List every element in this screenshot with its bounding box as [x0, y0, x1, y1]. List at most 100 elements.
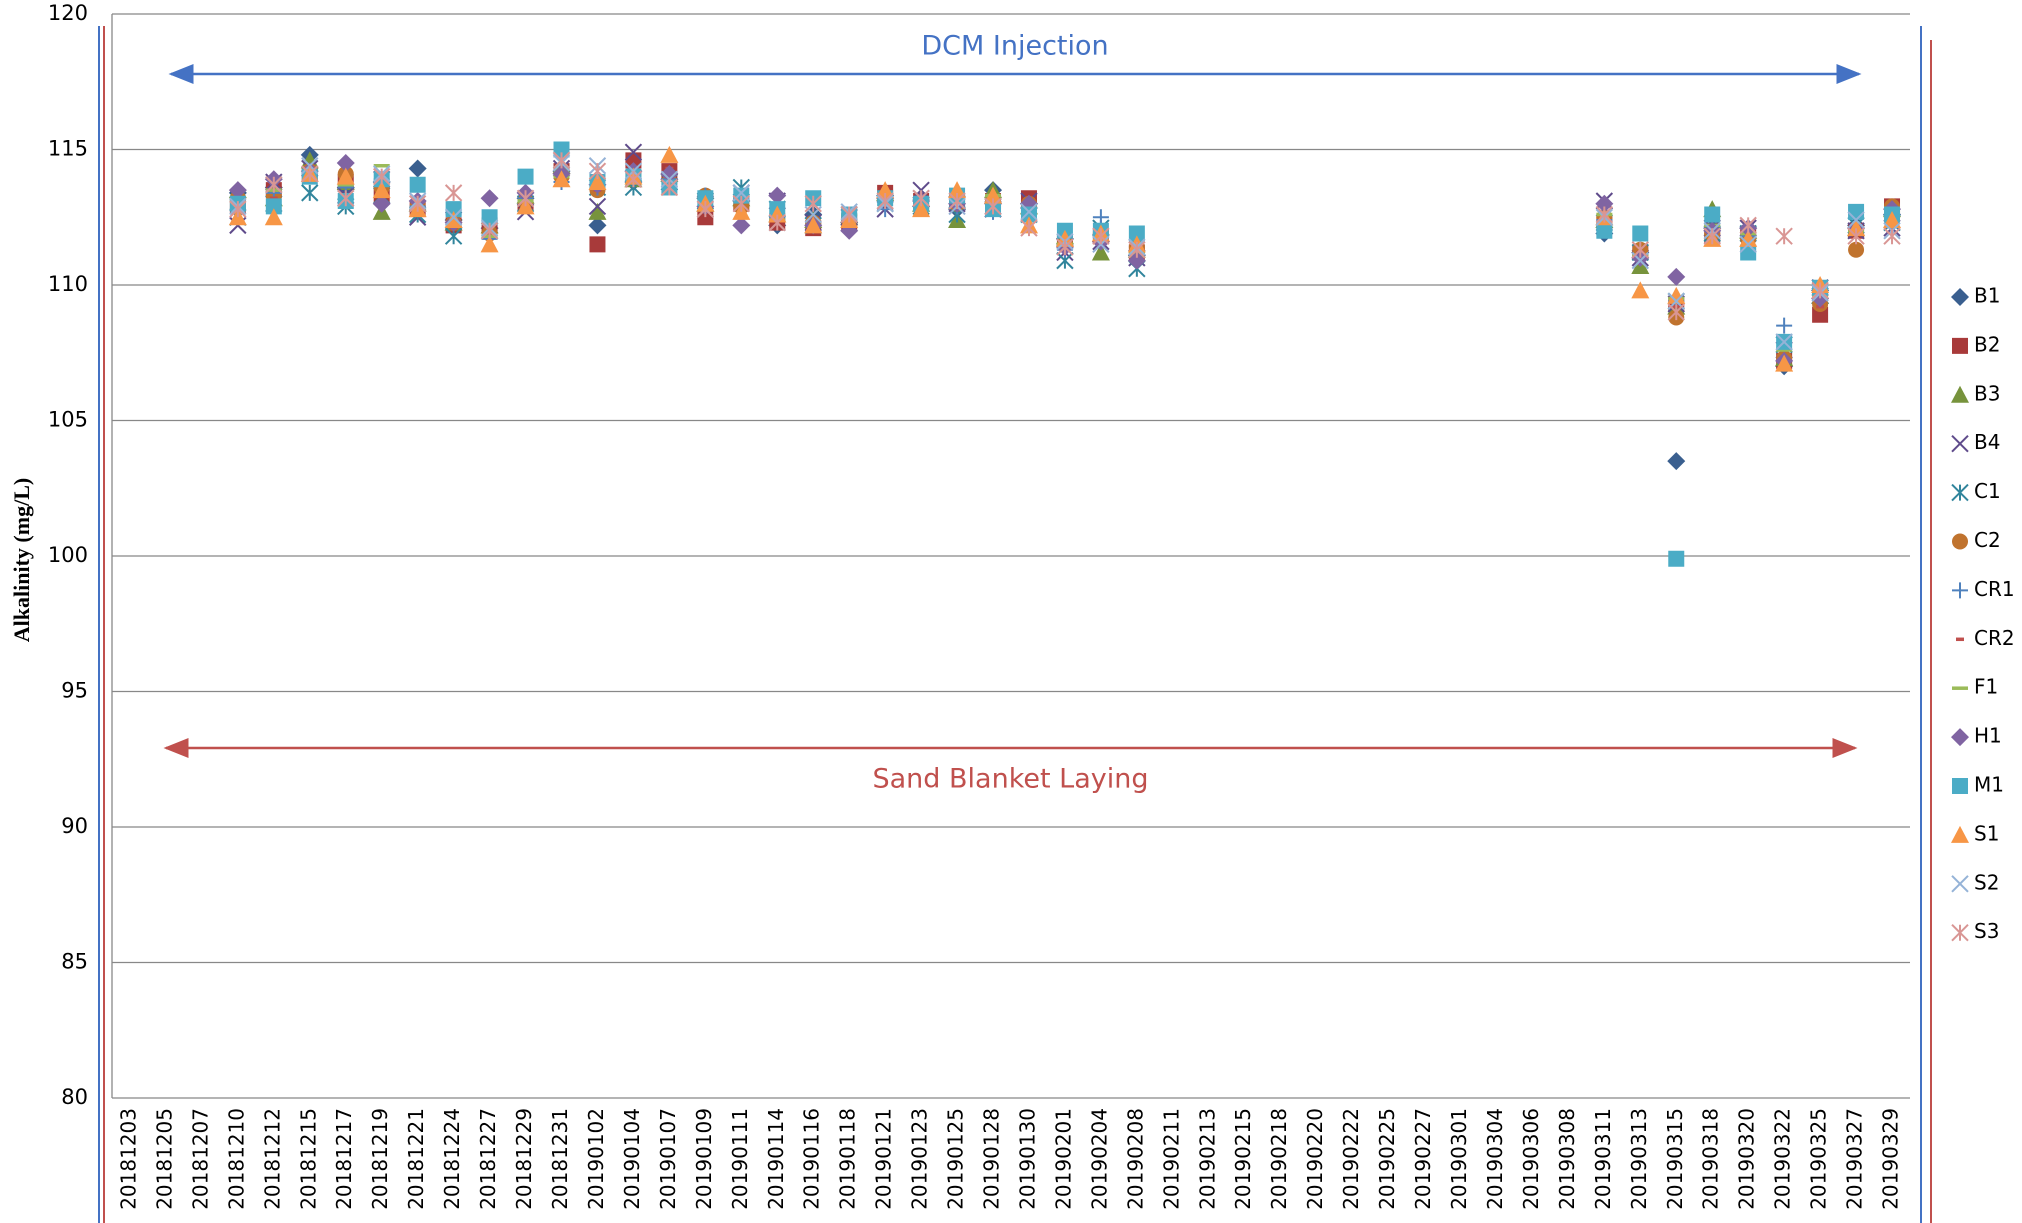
data-point — [588, 216, 607, 235]
data-point — [948, 192, 966, 210]
y-tick-label: 95 — [61, 679, 88, 703]
x-tick-label: 20190125 — [944, 1108, 968, 1210]
data-point — [480, 235, 499, 253]
y-tick-label: 100 — [48, 543, 88, 567]
x-tick-label: 20190325 — [1807, 1108, 1831, 1210]
data-point — [301, 184, 319, 202]
data-point — [804, 216, 823, 234]
data-point — [588, 173, 607, 191]
x-tick-label: 20181227 — [476, 1108, 500, 1210]
legend-label: S3 — [1974, 919, 1999, 943]
x-tick-label: 20181203 — [116, 1108, 140, 1210]
data-point — [588, 162, 607, 180]
legend-marker — [1952, 778, 1968, 794]
x-tick-label: 20181207 — [188, 1108, 212, 1210]
legend-label: B1 — [1974, 284, 2000, 308]
x-tick-label: 20181221 — [404, 1108, 428, 1210]
data-point — [876, 181, 895, 199]
data-point — [444, 184, 463, 202]
data-point — [1667, 267, 1686, 286]
y-tick-label: 90 — [61, 814, 88, 838]
data-point — [1667, 286, 1686, 304]
data-point — [1632, 225, 1649, 242]
x-tick-label: 20190208 — [1123, 1108, 1147, 1210]
y-tick-label: 110 — [48, 272, 88, 296]
data-point — [1091, 243, 1110, 261]
data-point — [480, 189, 499, 208]
y-tick-label: 115 — [48, 137, 88, 161]
data-point — [1848, 203, 1865, 220]
legend-marker — [1951, 483, 1969, 502]
x-tick-label: 20181231 — [548, 1108, 572, 1210]
x-tick-label: 20181224 — [440, 1108, 464, 1210]
x-tick-label: 20190225 — [1375, 1108, 1399, 1210]
data-point — [517, 168, 534, 185]
legend-marker — [1951, 923, 1969, 942]
data-point — [1667, 303, 1685, 321]
y-tick-label: 80 — [61, 1085, 88, 1109]
x-tick-label: 20190204 — [1087, 1108, 1111, 1210]
data-point — [984, 186, 1003, 204]
data-point — [1775, 227, 1793, 245]
legend-marker — [1952, 337, 1968, 354]
data-point — [1128, 225, 1145, 242]
data-point — [1020, 203, 1038, 221]
x-tick-label: 20190201 — [1051, 1108, 1075, 1210]
legend-label: CR1 — [1974, 577, 2015, 601]
x-tick-label: 20190301 — [1447, 1108, 1471, 1210]
data-point — [1092, 209, 1109, 226]
data-point — [660, 170, 679, 189]
data-point — [1128, 241, 1146, 259]
x-tick-label: 20190118 — [836, 1108, 860, 1210]
data-point — [588, 202, 607, 220]
x-tick-label: 20190128 — [980, 1108, 1004, 1210]
data-point — [1739, 216, 1757, 235]
data-point — [1775, 354, 1794, 372]
legend-label: C1 — [1974, 479, 2001, 503]
x-tick-label: 20190116 — [800, 1108, 824, 1210]
x-tick-label: 20190222 — [1339, 1108, 1363, 1210]
y-tick-label: 85 — [61, 950, 88, 974]
x-tick-label: 20190311 — [1591, 1108, 1615, 1210]
data-point — [1776, 317, 1793, 334]
legend-label: S1 — [1974, 821, 1999, 845]
x-tick-label: 20181229 — [512, 1108, 536, 1210]
data-point — [696, 200, 715, 218]
data-point — [372, 194, 391, 213]
x-tick-label: 20190318 — [1699, 1108, 1723, 1210]
data-point — [301, 165, 319, 183]
data-point — [1092, 235, 1110, 254]
x-tick-label: 20190306 — [1519, 1108, 1543, 1210]
x-tick-label: 20190111 — [728, 1108, 752, 1210]
data-point — [588, 197, 607, 216]
x-tick-label: 20190215 — [1231, 1108, 1255, 1210]
x-tick-label: 20190107 — [656, 1108, 680, 1210]
legend-marker — [1952, 533, 1968, 550]
data-point — [553, 141, 570, 158]
x-tick-label: 20190211 — [1159, 1108, 1183, 1210]
x-tick-label: 20181219 — [368, 1108, 392, 1210]
x-tick-label: 20190213 — [1195, 1108, 1219, 1210]
data-point — [409, 176, 426, 193]
y-axis-label: Alkalinity (mg/L) — [9, 478, 34, 642]
data-point — [1847, 227, 1865, 245]
x-tick-label: 20190320 — [1735, 1108, 1759, 1210]
legend-label: CR2 — [1974, 626, 2015, 650]
data-point — [660, 178, 679, 197]
data-point — [1668, 550, 1685, 567]
data-point — [1631, 281, 1650, 299]
data-point — [840, 205, 858, 224]
data-point — [912, 200, 931, 218]
data-point — [1595, 194, 1614, 213]
data-point — [1020, 206, 1037, 223]
annotation-text: Sand Blanket Laying — [873, 764, 1149, 795]
data-point — [1595, 205, 1614, 224]
y-tick-label: 120 — [48, 1, 88, 25]
data-point — [624, 143, 643, 161]
data-point — [408, 194, 427, 213]
data-point — [1811, 281, 1829, 300]
data-point — [229, 200, 247, 218]
data-point — [984, 197, 1002, 216]
legend-marker — [1951, 825, 1969, 843]
x-tick-label: 20190313 — [1627, 1108, 1651, 1210]
